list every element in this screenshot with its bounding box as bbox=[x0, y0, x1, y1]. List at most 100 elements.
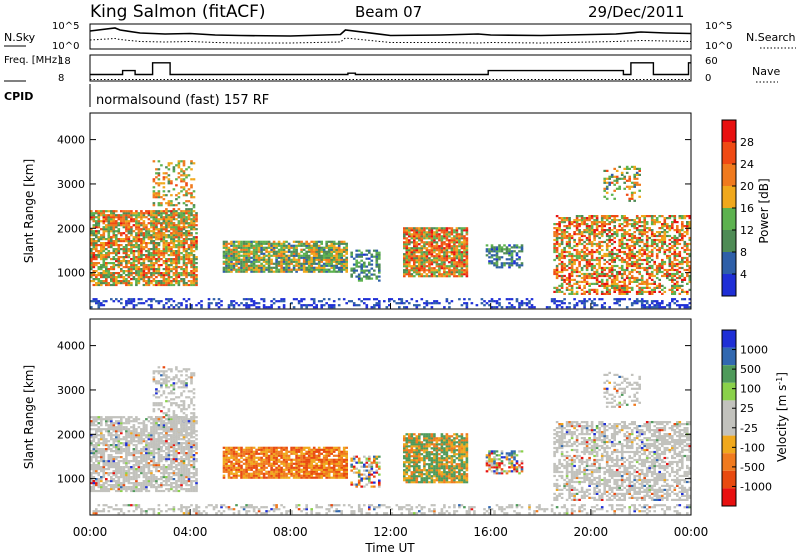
range-cell bbox=[150, 212, 153, 215]
range-cell bbox=[593, 242, 596, 246]
range-cell bbox=[125, 266, 128, 269]
range-cell bbox=[95, 302, 98, 305]
range-cell bbox=[177, 280, 181, 283]
range-cell bbox=[190, 160, 193, 163]
range-cell bbox=[620, 173, 624, 176]
range-cell bbox=[95, 216, 98, 219]
range-cell bbox=[648, 274, 651, 278]
range-cell bbox=[568, 260, 571, 264]
range-cell bbox=[648, 229, 651, 232]
range-cell bbox=[655, 242, 659, 246]
range-cell bbox=[172, 166, 176, 169]
range-cell bbox=[578, 223, 581, 226]
range-cell bbox=[648, 292, 651, 295]
range-cell bbox=[105, 486, 108, 489]
range-cell bbox=[588, 231, 591, 234]
range-cell bbox=[190, 202, 193, 205]
range-cell bbox=[272, 248, 276, 251]
range-cell bbox=[327, 248, 331, 251]
range-cell bbox=[415, 227, 419, 230]
range-cell bbox=[152, 210, 156, 213]
range-cell bbox=[302, 264, 306, 267]
range-cell bbox=[488, 304, 491, 307]
range-cell bbox=[152, 224, 156, 227]
range-cell bbox=[157, 280, 161, 283]
range-cell bbox=[132, 278, 136, 281]
range-cell bbox=[433, 275, 436, 278]
range-cell bbox=[430, 269, 434, 272]
range-cell bbox=[110, 246, 113, 249]
range-cell bbox=[102, 230, 106, 233]
range-cell bbox=[688, 298, 692, 301]
range-cell bbox=[150, 272, 153, 275]
range-cell bbox=[245, 260, 248, 263]
range-cell bbox=[150, 298, 153, 301]
range-cell bbox=[583, 304, 586, 307]
range-cell bbox=[595, 221, 599, 224]
range-cell bbox=[438, 255, 441, 258]
range-cell bbox=[157, 244, 161, 247]
range-cell bbox=[112, 214, 116, 217]
range-cell bbox=[252, 304, 256, 307]
range-cell bbox=[337, 298, 341, 301]
range-cell bbox=[107, 210, 111, 213]
range-cell bbox=[257, 306, 261, 309]
range-cell bbox=[363, 263, 366, 266]
range-cell bbox=[625, 260, 629, 264]
range-cell bbox=[643, 229, 646, 232]
range-cell bbox=[152, 278, 156, 281]
range-cell bbox=[275, 242, 278, 245]
range-cell bbox=[375, 249, 379, 252]
range-cell bbox=[110, 238, 113, 241]
range-cell bbox=[673, 234, 677, 238]
range-cell bbox=[563, 264, 566, 268]
range-cell bbox=[162, 218, 166, 221]
range-cell bbox=[615, 264, 619, 268]
range-cell bbox=[658, 306, 661, 309]
range-cell bbox=[167, 264, 171, 267]
range-cell bbox=[97, 440, 101, 443]
range-cell bbox=[405, 267, 409, 270]
range-cell bbox=[415, 259, 419, 262]
range-cell bbox=[117, 276, 121, 279]
range-cell bbox=[408, 269, 411, 272]
range-cell bbox=[443, 273, 446, 276]
range-cell bbox=[130, 212, 133, 215]
range-cell bbox=[585, 266, 589, 270]
range-cell bbox=[95, 274, 98, 277]
range-cell bbox=[192, 236, 196, 239]
range-cell bbox=[570, 262, 574, 266]
range-cell bbox=[635, 221, 639, 224]
range-cell bbox=[448, 239, 451, 242]
range-cell bbox=[185, 168, 188, 171]
range-cell bbox=[115, 260, 118, 263]
range-cell bbox=[265, 262, 268, 265]
range-cell bbox=[510, 256, 514, 259]
range-cell bbox=[250, 266, 253, 269]
range-cell bbox=[613, 246, 616, 250]
range-cell bbox=[172, 212, 176, 215]
range-cell bbox=[520, 302, 524, 305]
range-cell bbox=[618, 258, 621, 262]
range-cell bbox=[140, 252, 143, 255]
range-cell bbox=[157, 283, 161, 287]
range-cell bbox=[645, 231, 649, 234]
range-cell bbox=[175, 198, 178, 201]
range-cell bbox=[167, 283, 171, 287]
range-cell bbox=[127, 254, 131, 257]
range-cell bbox=[428, 229, 431, 232]
range-cell bbox=[365, 253, 369, 256]
range-cell bbox=[595, 270, 599, 274]
range-cell bbox=[257, 302, 261, 305]
range-cell bbox=[560, 282, 564, 285]
range-cell bbox=[350, 251, 353, 254]
range-cell bbox=[678, 215, 682, 218]
range-cell bbox=[180, 252, 183, 255]
range-cell bbox=[192, 282, 196, 285]
range-cell bbox=[681, 278, 684, 281]
range-cell bbox=[565, 231, 569, 234]
range-cell bbox=[305, 256, 308, 259]
range-cell bbox=[260, 264, 263, 267]
range-cell bbox=[643, 268, 646, 272]
range-cell bbox=[560, 260, 564, 264]
